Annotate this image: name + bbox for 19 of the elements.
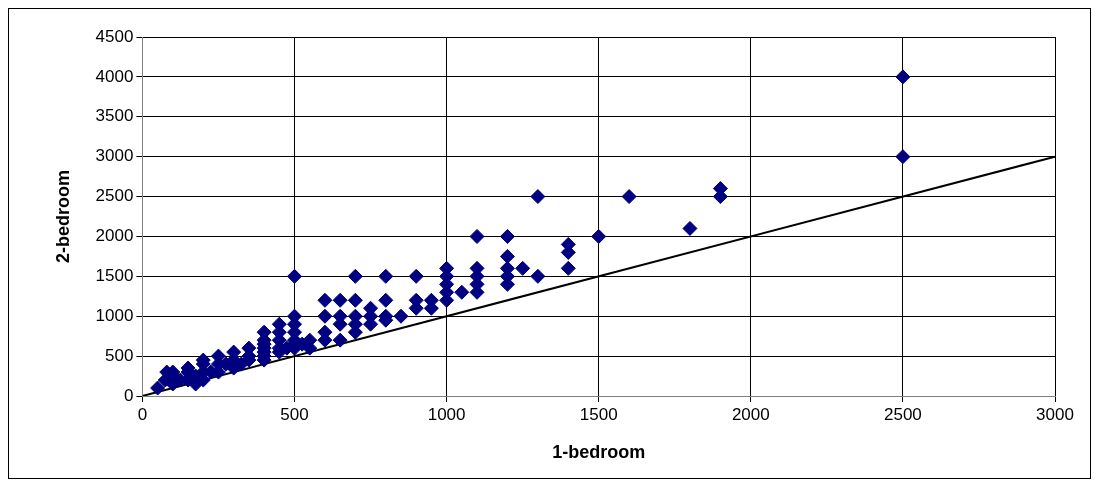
- y-tick-label: 1500: [95, 266, 134, 286]
- x-tick-label: 0: [137, 404, 148, 424]
- y-tick-label: 0: [123, 385, 134, 405]
- y-tick-label: 3500: [95, 106, 134, 126]
- y-tick-label: 1000: [95, 305, 134, 325]
- x-tick-label: 2000: [731, 404, 770, 424]
- x-tick-label: 1500: [579, 404, 618, 424]
- y-tick-label: 500: [105, 345, 134, 365]
- y-tick-label: 4000: [95, 66, 134, 86]
- x-axis-title: 1-bedroom: [552, 442, 646, 463]
- y-tick-label: 3000: [95, 146, 134, 166]
- y-tick-label: 4500: [95, 26, 134, 46]
- y-tick-label: 2500: [95, 186, 134, 206]
- x-tick-label: 500: [280, 404, 309, 424]
- x-tick-label: 2500: [883, 404, 922, 424]
- y-axis-title: 2-bedroom: [52, 169, 73, 264]
- y-tick-label: 2000: [95, 226, 134, 246]
- x-tick-label: 3000: [1036, 404, 1074, 424]
- x-tick-label: 1000: [427, 404, 466, 424]
